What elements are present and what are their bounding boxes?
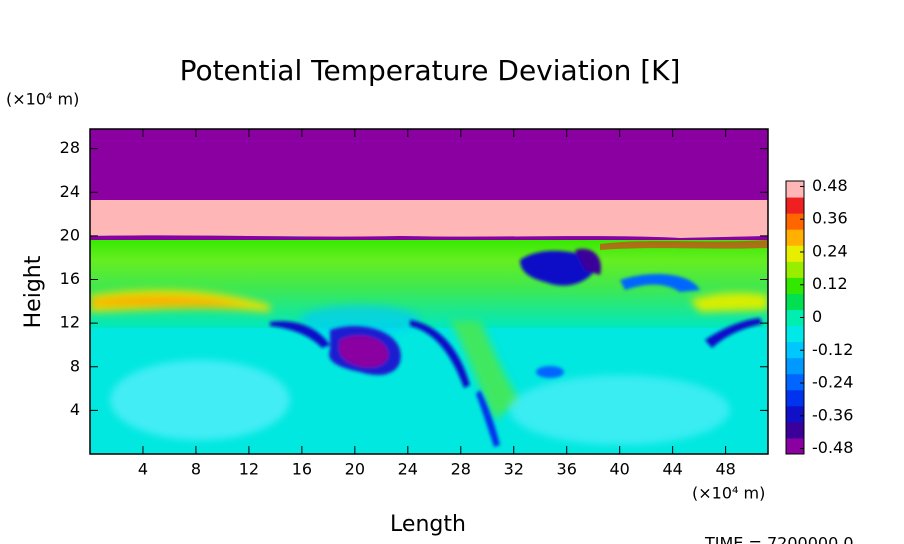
x-tick-label: 32 [504,460,524,479]
y-tick-label: 24 [60,182,80,201]
colorbar-band [786,277,804,294]
y-tick-label: 20 [60,225,80,244]
colorbar-band [786,373,804,391]
colorbar-band [786,309,804,327]
plot-frame [89,128,769,455]
x-tick-label: 24 [398,460,418,479]
colorbar-tick-label: 0.24 [812,241,848,260]
colorbar-tick-label: -0.24 [812,373,853,392]
x-tick-label: 28 [451,460,471,479]
x-tick-label: 40 [610,460,630,479]
colorbar-tick-label: -0.12 [812,340,853,359]
x-unit-label: (×10⁴ m) [692,484,765,503]
colorbar-tick-label: 0.48 [812,176,848,195]
colorbar-band [786,325,804,343]
y-tick-label: 4 [70,400,80,419]
x-tick-label: 48 [715,460,735,479]
x-tick-label: 36 [557,460,577,479]
chart-title: Potential Temperature Deviation [K] [180,54,681,87]
colorbar-band [786,213,804,230]
y-tick-label: 28 [60,138,80,157]
x-tick-label: 16 [292,460,312,479]
colorbar-band [786,421,804,439]
y-tick-label: 16 [60,269,80,288]
colorbar-band [786,197,804,214]
footer: TIME = 7200000.0 [704,534,854,544]
colorbar-tick-label: 0 [812,307,822,326]
x-tick-label: 8 [191,460,201,479]
colorbar-tick-label: 0.12 [812,274,848,293]
x-axis-label: Length [390,512,466,537]
x-tick-label: 44 [662,460,682,479]
y-axis-label: Height [21,255,46,328]
x-tick-label: 12 [239,460,259,479]
colorbar-band [786,293,804,310]
colorbar-band [786,229,804,246]
colorbar-band [786,437,804,455]
colorbar-band [786,245,804,262]
colorbar-band [786,181,804,198]
colorbar-band [786,261,804,278]
y-tick-label: 12 [60,313,80,332]
x-tick-label: 4 [138,460,148,479]
colorbar-tick-label: -0.48 [812,438,853,457]
field [90,129,768,454]
colorbar-tick-label: 0.36 [812,209,848,228]
colorbar-band [786,341,804,359]
colorbar-tick-label: -0.36 [812,405,853,424]
colorbar-band [786,405,804,423]
colorbar-band [786,357,804,375]
y-unit-label: (×10⁴ m) [6,90,79,109]
colorbar-band [786,389,804,407]
x-tick-label: 20 [345,460,365,479]
y-tick-label: 8 [70,356,80,375]
